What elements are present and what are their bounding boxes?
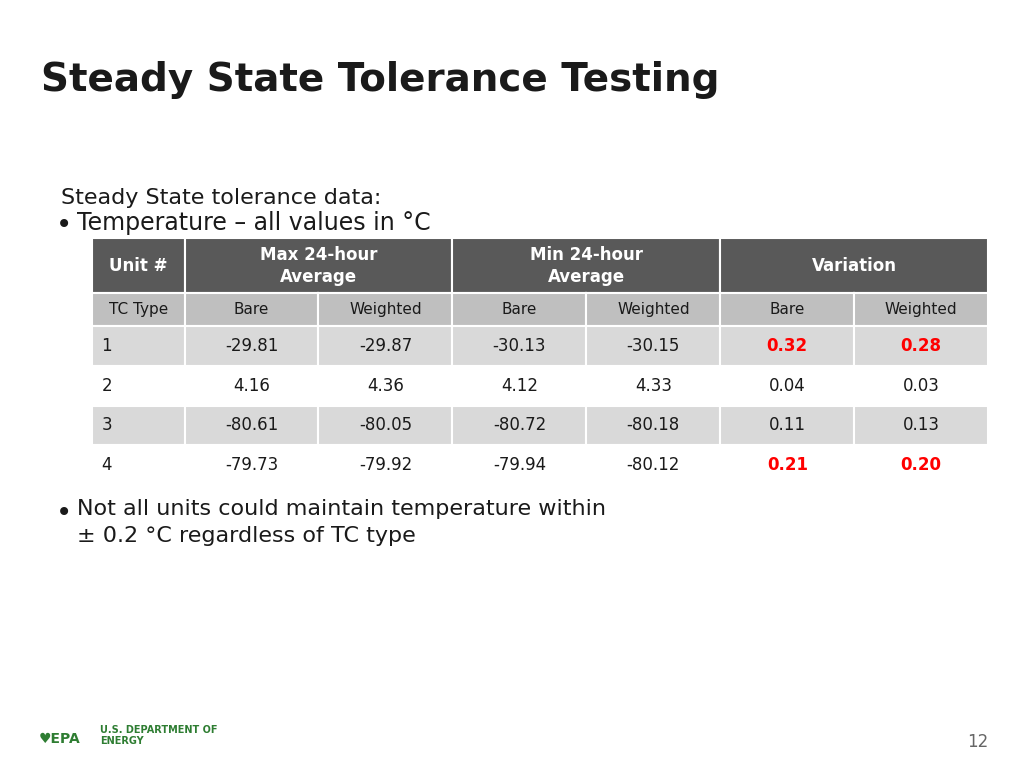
Text: Bare: Bare (233, 302, 269, 317)
Text: -30.13: -30.13 (493, 336, 546, 355)
Text: -80.72: -80.72 (493, 416, 546, 435)
Text: -29.87: -29.87 (358, 336, 412, 355)
Text: ENERGY STAR: ENERGY STAR (906, 130, 976, 139)
Text: -79.94: -79.94 (493, 456, 546, 475)
Text: Bare: Bare (502, 302, 537, 317)
Text: ★: ★ (968, 32, 988, 52)
Text: Min 24-hour
Average: Min 24-hour Average (529, 246, 643, 286)
Text: 0.11: 0.11 (769, 416, 806, 435)
Text: 4: 4 (101, 456, 112, 475)
Text: 4.33: 4.33 (635, 376, 672, 395)
Text: Weighted: Weighted (617, 302, 689, 317)
Text: Max 24-hour
Average: Max 24-hour Average (260, 246, 377, 286)
Text: 4.36: 4.36 (367, 376, 403, 395)
Text: 1: 1 (101, 336, 112, 355)
Text: Weighted: Weighted (349, 302, 422, 317)
Text: 0.13: 0.13 (903, 416, 940, 435)
Text: •: • (56, 499, 73, 527)
Text: Bare: Bare (770, 302, 805, 317)
Text: 4.12: 4.12 (501, 376, 538, 395)
Text: 0.03: 0.03 (903, 376, 940, 395)
Text: Not all units could maintain temperature within
± 0.2 °C regardless of TC type: Not all units could maintain temperature… (77, 499, 606, 546)
Text: 12: 12 (967, 733, 988, 751)
Text: Weighted: Weighted (885, 302, 957, 317)
Text: 0.21: 0.21 (767, 456, 808, 475)
Text: energy: energy (914, 59, 968, 74)
Text: Steady State tolerance data:: Steady State tolerance data: (61, 188, 382, 208)
Text: 0.20: 0.20 (901, 456, 942, 475)
Text: 4.16: 4.16 (233, 376, 270, 395)
Text: Variation: Variation (812, 257, 897, 275)
Text: 0.28: 0.28 (901, 336, 942, 355)
Text: ♥EPA: ♥EPA (39, 733, 81, 746)
Text: -29.81: -29.81 (225, 336, 279, 355)
Text: TC Type: TC Type (109, 302, 168, 317)
Text: -30.15: -30.15 (627, 336, 680, 355)
Text: 3: 3 (101, 416, 112, 435)
Text: -79.92: -79.92 (358, 456, 412, 475)
Text: 0.32: 0.32 (767, 336, 808, 355)
Text: Temperature – all values in °C: Temperature – all values in °C (77, 211, 430, 235)
Text: U.S. DEPARTMENT OF
ENERGY: U.S. DEPARTMENT OF ENERGY (100, 725, 218, 746)
Text: Steady State Tolerance Testing: Steady State Tolerance Testing (41, 61, 720, 99)
Text: -79.73: -79.73 (225, 456, 279, 475)
Text: Unit #: Unit # (110, 257, 168, 275)
Text: -80.61: -80.61 (225, 416, 279, 435)
Text: -80.05: -80.05 (358, 416, 412, 435)
Text: 0.04: 0.04 (769, 376, 806, 395)
Text: -80.12: -80.12 (627, 456, 680, 475)
Text: •: • (56, 211, 73, 239)
Text: 2: 2 (101, 376, 112, 395)
Text: -80.18: -80.18 (627, 416, 680, 435)
